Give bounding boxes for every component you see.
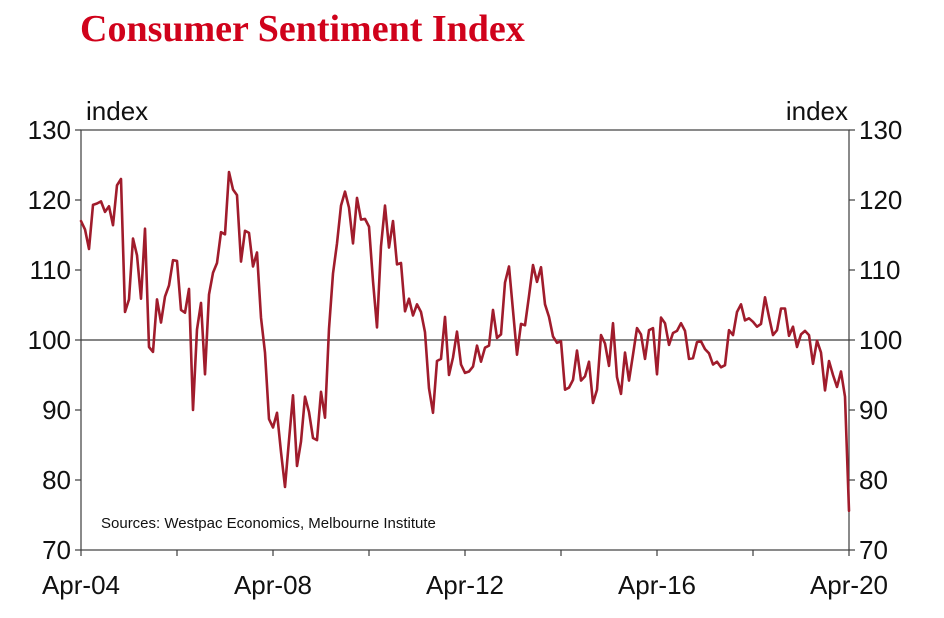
- y-tick-label-right: 110: [859, 255, 900, 285]
- y-tick-label-right: 120: [859, 185, 902, 215]
- chart-title: Consumer Sentiment Index: [80, 8, 525, 50]
- x-tick-label: Apr-16: [618, 570, 696, 600]
- series-line: [79, 170, 851, 513]
- y-tick-label-right: 80: [859, 465, 888, 495]
- y-tick-label-left: 90: [42, 395, 71, 425]
- y-axis-left-unit: index: [86, 96, 148, 126]
- y-tick-label-left: 100: [28, 325, 71, 355]
- y-tick-label-right: 70: [859, 535, 888, 565]
- y-tick-label-right: 100: [859, 325, 902, 355]
- x-tick-label: Apr-08: [234, 570, 312, 600]
- y-tick-label-left: 130: [28, 115, 71, 145]
- y-tick-label-left: 70: [42, 535, 71, 565]
- y-axis-left: 70 80 90 100 110 120 130: [28, 115, 81, 565]
- y-tick-label-left: 80: [42, 465, 71, 495]
- y-tick-label-right: 90: [859, 395, 888, 425]
- y-tick-label-right: 130: [859, 115, 902, 145]
- y-axis-right-unit: index: [786, 96, 848, 126]
- x-tick-label: Apr-04: [42, 570, 120, 600]
- y-tick-label-left: 110: [30, 255, 71, 285]
- x-tick-label: Apr-20: [810, 570, 888, 600]
- y-axis-right: 70 80 90 100 110 120 130: [849, 115, 902, 565]
- x-axis: Apr-04 Apr-08 Apr-12 Apr-16 Apr-20: [42, 550, 888, 600]
- source-note: Sources: Westpac Economics, Melbourne In…: [101, 515, 436, 532]
- series-layer: [79, 170, 851, 513]
- x-tick-label: Apr-12: [426, 570, 504, 600]
- y-tick-label-left: 120: [28, 185, 71, 215]
